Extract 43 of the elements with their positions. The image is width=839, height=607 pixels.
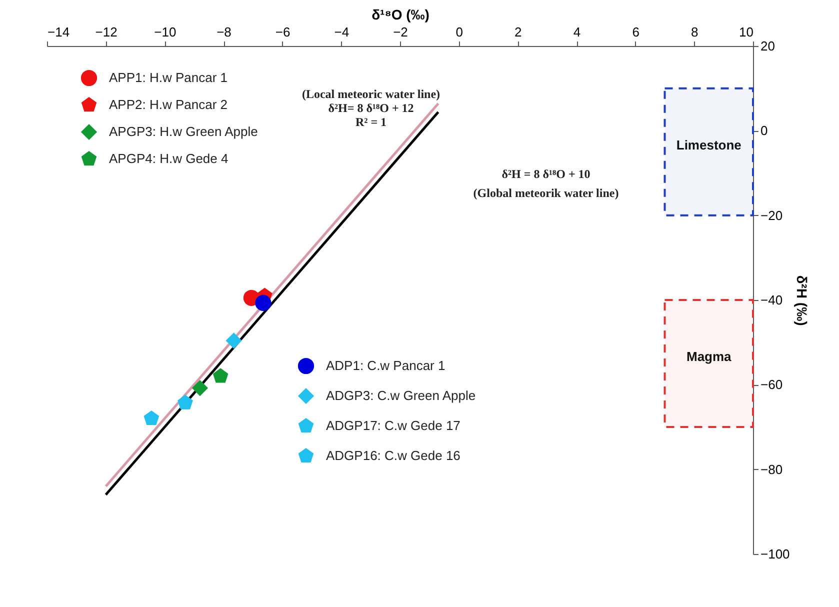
- x-tick-label: −6: [275, 24, 290, 40]
- x-tick-label: −10: [154, 24, 176, 40]
- point: [212, 368, 228, 383]
- legend-label: APGP3: H.w Green Apple: [109, 124, 258, 139]
- legend-label: APP1: H.w Pancar 1: [109, 70, 228, 85]
- annotation: δ²H = 8 δ¹⁸O + 10: [502, 167, 590, 181]
- y-tick-label: 20: [760, 38, 775, 54]
- legend-label: ADGP3: C.w Green Apple: [326, 388, 476, 403]
- x-tick-label: 8: [691, 24, 698, 40]
- legend-label: ADGP17: C.w Gede 17: [326, 418, 460, 433]
- x-tick-label: −4: [334, 24, 350, 40]
- band-label: Magma: [686, 349, 732, 364]
- x-tick-label: −8: [216, 24, 232, 40]
- legend-label: ADGP16: C.w Gede 16: [326, 448, 460, 463]
- y-tick-label: −100: [760, 546, 790, 562]
- legend-label: ADP1: C.w Pancar 1: [326, 358, 446, 373]
- point: [255, 294, 272, 312]
- legend-label: APP2: H.w Pancar 2: [109, 97, 228, 112]
- annotation: δ²H= 8 δ¹⁸O + 12: [328, 101, 414, 115]
- point: [144, 410, 160, 426]
- annotation: (Local meteoric water line): [302, 87, 440, 101]
- x-tick-label: 0: [456, 24, 463, 40]
- y-tick-label: −20: [760, 208, 783, 223]
- annotation: R² = 1: [355, 115, 387, 129]
- y-axis-title: δ²H (‰): [794, 275, 810, 326]
- x-tick-label: −2: [393, 24, 408, 40]
- x-tick-label: −14: [48, 24, 70, 40]
- y-tick-label: −60: [760, 377, 783, 392]
- point: [192, 380, 208, 396]
- point: [226, 332, 242, 349]
- x-tick-label: −12: [95, 24, 118, 40]
- x-axis-title: δ¹⁸O (‰): [372, 6, 430, 22]
- point: [178, 394, 193, 410]
- band-label: Limestone: [676, 137, 742, 152]
- annotation: (Global meteorik water line): [473, 186, 619, 200]
- y-tick-label: −80: [760, 462, 783, 477]
- x-tick-label: 6: [632, 24, 640, 40]
- x-tick-label: 2: [514, 24, 522, 40]
- y-tick-label: 0: [760, 123, 768, 138]
- legend-label: APGP4: H.w Gede 4: [109, 151, 228, 166]
- y-tick-label: −40: [760, 292, 783, 308]
- x-tick-label: 4: [573, 24, 581, 40]
- x-tick-label: 10: [739, 24, 754, 40]
